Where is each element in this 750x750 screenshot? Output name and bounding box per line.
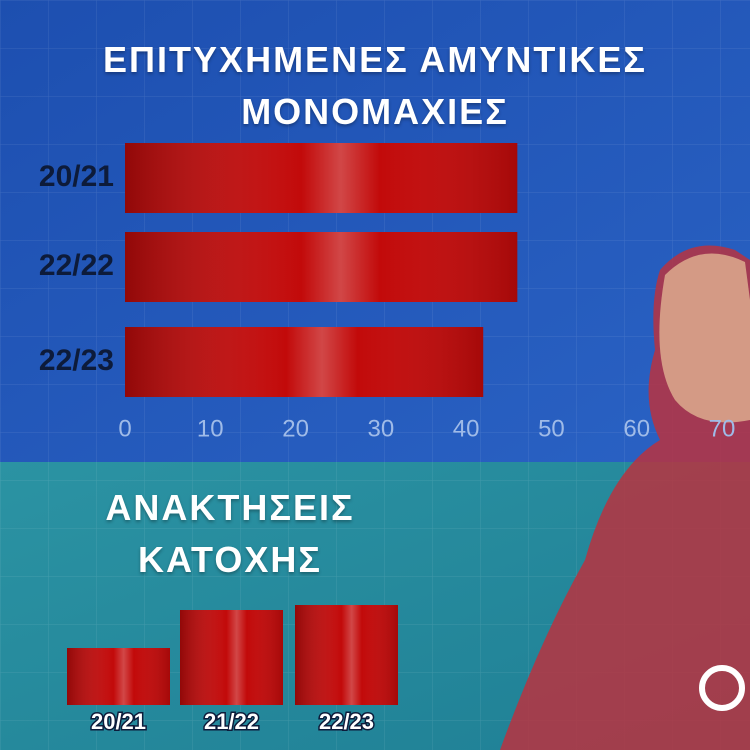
bar-shine: [295, 605, 398, 705]
x-tick-label: 30: [368, 415, 395, 442]
x-tick-label: 22/23: [319, 709, 374, 734]
bar-shine: [125, 327, 484, 397]
x-tick-label: 20/21: [91, 709, 146, 734]
x-tick-label: 40: [453, 415, 480, 442]
x-tick-label: 21/22: [204, 709, 259, 734]
x-tick-label: 50: [538, 415, 565, 442]
chart-title: ΑΝΑΚΤΗΣΕΙΣ ΚΑΤΟΧΗΣ: [105, 487, 355, 580]
bar-shine: [125, 232, 518, 302]
bar-shine: [67, 648, 170, 705]
logo: [699, 665, 745, 711]
y-tick-label: 20/21: [39, 160, 114, 193]
x-tick-label: 0: [118, 415, 131, 442]
x-tick-label: 70: [709, 415, 736, 442]
y-tick-label: 22/23: [39, 344, 114, 377]
chart-title: ΕΠΙΤΥΧΗΜΕΝΕΣ ΑΜΥΝΤΙΚΕΣ ΜΟΝΟΜΑΧΙΕΣ: [103, 39, 647, 132]
y-tick-label: 22/22: [39, 249, 114, 282]
bar-shine: [180, 610, 283, 705]
x-tick-label: 20: [282, 415, 309, 442]
x-tick-label: 60: [623, 415, 650, 442]
x-tick-label: 10: [197, 415, 224, 442]
player-head: [659, 253, 750, 423]
bar-shine: [125, 143, 518, 213]
